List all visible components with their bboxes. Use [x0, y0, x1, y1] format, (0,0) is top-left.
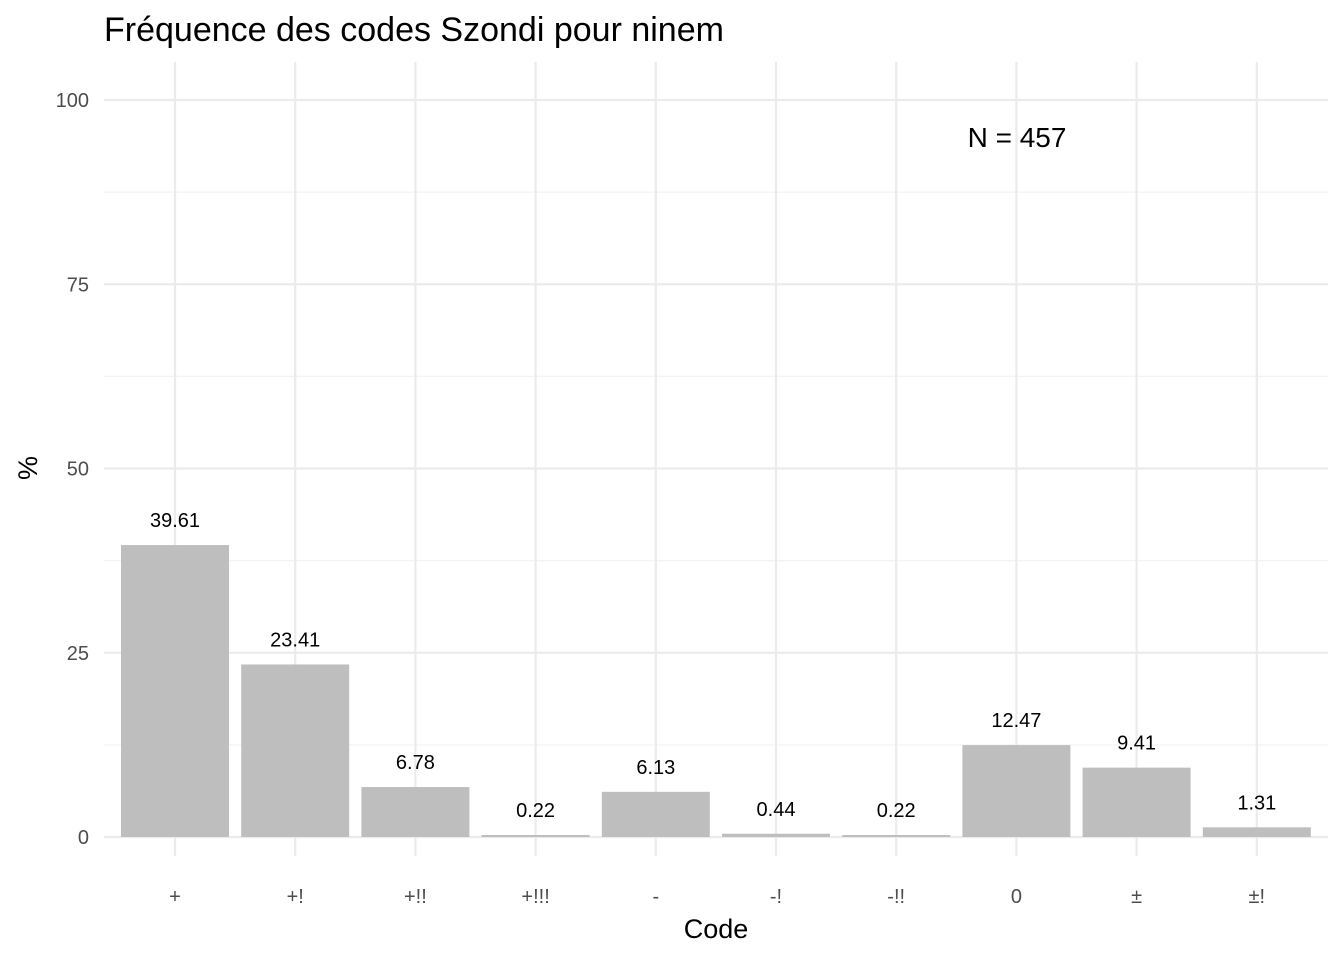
grid-lines [104, 62, 1328, 856]
x-tick-label: ±! [1249, 886, 1266, 908]
x-tick-label: +!! [404, 886, 427, 908]
y-tick-label: 0 [78, 827, 89, 849]
bar [842, 835, 951, 837]
x-axis-title: Code [684, 914, 749, 944]
y-tick-label: 75 [67, 274, 89, 296]
y-tick-label: 100 [56, 90, 89, 112]
bar [121, 545, 229, 837]
bar-value-label: 0.22 [877, 800, 916, 822]
y-tick-label: 25 [67, 643, 89, 665]
bars-group [121, 545, 1311, 837]
bar [1202, 827, 1311, 837]
x-tick-label: +!!! [521, 886, 549, 908]
x-tick-label: -! [770, 886, 782, 908]
x-tick-label: 0 [1011, 886, 1022, 908]
y-axis-title: % [13, 456, 43, 480]
bar [722, 833, 830, 837]
bar [241, 664, 350, 837]
bar-value-label: 9.41 [1117, 733, 1156, 755]
x-ticks-group: + +! +!! +!!! - -! -!! 0 ± ±! [169, 886, 1265, 908]
bar [361, 787, 470, 837]
bar [962, 745, 1071, 837]
x-tick-label: + [169, 886, 181, 908]
x-tick-label: - [652, 886, 659, 908]
x-tick-label: ± [1131, 886, 1142, 908]
x-tick-label: -!! [887, 886, 905, 908]
y-tick-label: 50 [67, 459, 89, 481]
y-ticks-group: 0 25 50 75 100 [56, 90, 89, 849]
bar [601, 791, 710, 837]
data-labels-group: 39.61 23.41 6.78 0.22 6.13 0.44 0.22 12.47 9.41 1… [150, 510, 1276, 822]
bar-value-label: 1.31 [1237, 792, 1276, 814]
bar-value-label: 6.13 [636, 757, 675, 779]
x-tick-label: +! [287, 886, 304, 908]
bar [481, 835, 590, 837]
bar-value-label: 0.22 [516, 800, 555, 822]
bar-value-label: 23.41 [270, 629, 320, 651]
chart-title: Fréquence des codes Szondi pour ninem [104, 11, 724, 49]
bar-value-label: 39.61 [150, 510, 200, 532]
sample-size-annotation: N = 457 [968, 122, 1067, 153]
bar-value-label: 12.47 [991, 710, 1041, 732]
bar-value-label: 6.78 [396, 752, 435, 774]
bar [1082, 767, 1191, 837]
bar-value-label: 0.44 [757, 799, 796, 821]
